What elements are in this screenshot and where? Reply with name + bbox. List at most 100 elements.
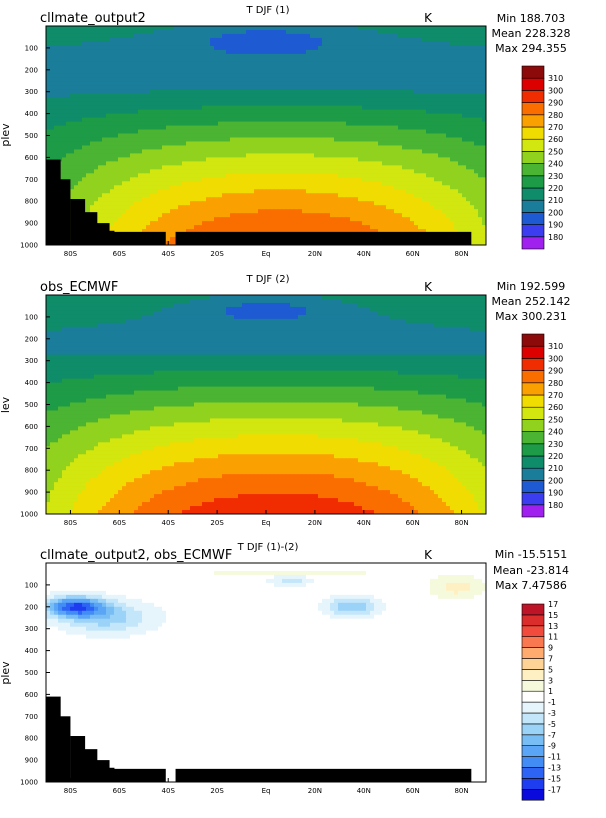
contour-cell: [198, 149, 203, 155]
contour-cell: [126, 205, 131, 210]
contour-cell: [198, 89, 203, 95]
contour-cell: [458, 77, 463, 83]
contour-cell: [422, 121, 427, 127]
contour-cell: [218, 89, 223, 95]
contour-cell: [298, 41, 303, 47]
contour-cell: [390, 177, 395, 182]
contour-cell: [418, 29, 423, 35]
contour-cell: [370, 197, 375, 202]
contour-cell: [438, 65, 443, 71]
contour-cell: [322, 97, 327, 103]
contour-cell: [274, 145, 279, 151]
contour-cell: [234, 49, 239, 55]
contour-cell: [442, 165, 447, 170]
contour-cell: [374, 145, 379, 151]
contour-cell: [318, 77, 323, 83]
contour-cell: [426, 125, 431, 131]
panel-2-ylabel: lev: [0, 396, 12, 413]
contour-cell: [274, 133, 279, 139]
contour-cell: [426, 105, 431, 111]
contour-cell: [162, 49, 167, 55]
contour-cell: [282, 173, 287, 178]
contour-cell: [170, 101, 175, 107]
contour-cell: [130, 77, 135, 83]
contour-cell: [382, 26, 387, 31]
contour-cell: [346, 97, 351, 103]
contour-cell: [290, 169, 295, 174]
contour-cell: [346, 26, 351, 31]
contour-cell: [362, 29, 367, 35]
contour-cell: [482, 121, 486, 127]
contour-cell: [422, 189, 427, 194]
contour-cell: [458, 125, 463, 131]
contour-cell: [202, 137, 207, 143]
contour-cell: [310, 33, 315, 39]
contour-cell: [422, 169, 427, 174]
contour-cell: [142, 69, 147, 75]
contour-cell: [270, 69, 275, 75]
contour-cell: [206, 185, 211, 190]
contour-cell: [194, 173, 199, 178]
contour-cell: [202, 181, 207, 186]
contour-cell: [306, 145, 311, 151]
contour-cell: [198, 33, 203, 39]
contour-cell: [346, 157, 351, 162]
contour-cell: [326, 85, 331, 91]
contour-cell: [430, 133, 435, 139]
contour-cell: [190, 149, 195, 155]
contour-cell: [178, 133, 183, 139]
contour-cell: [282, 169, 287, 174]
contour-cell: [374, 197, 379, 202]
contour-cell: [218, 117, 223, 123]
contour-cell: [306, 105, 311, 111]
contour-cell: [102, 97, 107, 103]
contour-cell: [98, 53, 103, 59]
contour-cell: [190, 197, 195, 202]
contour-cell: [394, 173, 399, 178]
contour-cell: [442, 149, 447, 155]
contour-cell: [134, 57, 139, 63]
contour-cell: [354, 101, 359, 107]
contour-cell: [58, 81, 63, 87]
contour-cell: [230, 53, 235, 59]
contour-cell: [202, 113, 207, 119]
contour-cell: [158, 41, 163, 47]
contour-cell: [358, 85, 363, 91]
contour-cell: [150, 181, 155, 186]
contour-cell: [370, 105, 375, 111]
contour-cell: [266, 137, 271, 143]
contour-cell: [118, 85, 123, 91]
contour-cell: [118, 41, 123, 47]
contour-cell: [166, 141, 171, 147]
contour-cell: [454, 101, 459, 107]
contour-cell: [414, 117, 419, 123]
contour-cell: [178, 61, 183, 67]
contour-cell: [326, 33, 331, 39]
contour-cell: [402, 157, 407, 162]
contour-cell: [190, 85, 195, 91]
contour-cell: [234, 93, 239, 99]
contour-cell: [178, 173, 183, 178]
contour-cell: [258, 201, 263, 206]
contour-cell: [458, 81, 463, 87]
contour-cell: [470, 201, 475, 206]
contour-cell: [374, 149, 379, 155]
contour-cell: [306, 77, 311, 83]
contour-cell: [270, 89, 275, 95]
contour-cell: [306, 165, 311, 170]
contour-cell: [446, 201, 451, 206]
contour-cell: [170, 161, 175, 166]
contour-cell: [106, 169, 111, 174]
contour-cell: [310, 45, 315, 51]
contour-cell: [178, 189, 183, 194]
panel-3-stat-mean: Mean -23.814: [493, 564, 569, 577]
contour-cell: [350, 141, 355, 147]
contour-cell: [82, 33, 87, 39]
contour-cell: [426, 26, 431, 31]
contour-cell: [218, 105, 223, 111]
contour-cell: [122, 157, 127, 162]
contour-cell: [126, 37, 131, 43]
contour-cell: [50, 129, 55, 135]
contour-cell: [366, 45, 371, 51]
contour-cell: [402, 77, 407, 83]
